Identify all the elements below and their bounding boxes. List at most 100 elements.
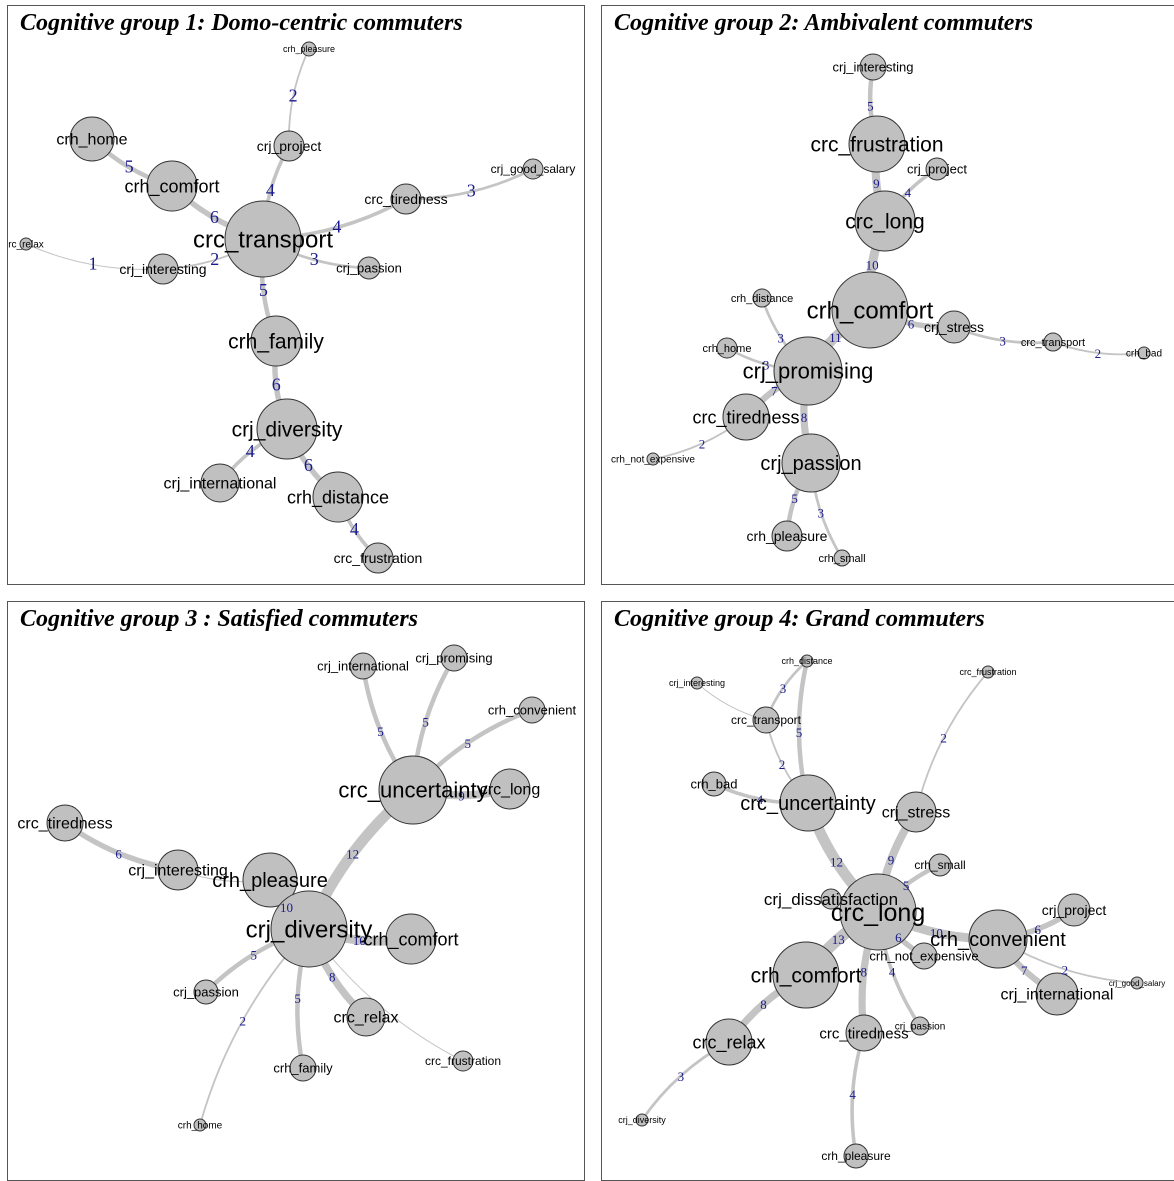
edge-weight-label: 5 xyxy=(259,280,268,300)
node-label-crj_stress: crj_stress xyxy=(924,319,984,335)
edge-weight-label: 10 xyxy=(353,933,366,948)
edge-weight-label: 3 xyxy=(678,1069,685,1084)
node-label-crh_pleasure: crh_pleasure xyxy=(283,44,335,54)
node-crj_interesting xyxy=(157,849,199,891)
node-label-crj_promising: crj_promising xyxy=(743,359,874,384)
node-crh_bad xyxy=(701,771,727,797)
edge-weight-label: 3 xyxy=(310,249,319,269)
node-label-crh_home: crh_home xyxy=(703,343,752,355)
edge-crc_frustration-crj_stress xyxy=(915,671,989,813)
node-label-crc_frustration: crc_frustration xyxy=(959,667,1016,677)
node-label-crh_pleasure: crh_pleasure xyxy=(212,870,328,892)
node-crc_tiredness xyxy=(390,183,422,215)
node-label-crj_international: crj_international xyxy=(317,659,409,674)
edge-weight-label: 6 xyxy=(210,207,219,227)
node-label-crc_tiredness: crc_tiredness xyxy=(819,1025,908,1042)
node-label-crh_not_expensive: crh_not_expensive xyxy=(611,455,695,466)
node-crc_transport xyxy=(224,200,302,278)
node-crj_dissatisfaction xyxy=(820,888,842,910)
node-crj_good_salary xyxy=(522,158,544,180)
node-crj_passion xyxy=(910,1016,930,1036)
node-crh_pleasure xyxy=(771,520,803,552)
node-crj_promising xyxy=(440,644,468,672)
edge-weight-label: 5 xyxy=(125,156,134,176)
node-crj_international xyxy=(349,652,377,680)
edge-weight-label: 4 xyxy=(350,519,359,539)
node-crj_diversity xyxy=(256,398,318,460)
node-crc_frustration xyxy=(848,115,906,173)
node-rc_relax xyxy=(19,237,33,251)
node-crh_convenient xyxy=(968,909,1028,969)
edge-weight-label: 1 xyxy=(89,254,98,274)
node-crh_bad xyxy=(1137,346,1151,360)
edge-weight-label: 3 xyxy=(763,357,770,372)
node-crh_distance xyxy=(312,471,364,523)
node-crj_stress xyxy=(937,310,971,344)
edge-weight-label: 2 xyxy=(289,85,298,105)
node-label-crh_convenient: crh_convenient xyxy=(488,703,577,718)
node-crj_passion xyxy=(193,979,219,1005)
edge-weight-label: 3 xyxy=(777,330,784,345)
edge-weight-label: 2 xyxy=(699,437,706,452)
node-label-crj_international: crj_international xyxy=(164,476,277,493)
node-label-crh_convenient: crh_convenient xyxy=(930,929,1066,951)
node-label-crh_distance: crh_distance xyxy=(731,293,793,305)
node-label-crj_diversity: crj_diversity xyxy=(618,1115,666,1125)
node-label-crj_passion: crj_passion xyxy=(760,453,861,475)
node-label-crh_comfort: crh_comfort xyxy=(807,297,934,324)
node-label-crj_interesting: crj_interesting xyxy=(128,863,228,880)
node-label-crh_pleasure: crh_pleasure xyxy=(747,528,828,544)
node-crc_tiredness xyxy=(722,393,770,441)
node-crh_family xyxy=(250,315,302,367)
node-label-crc_tiredness: crc_tiredness xyxy=(17,816,112,833)
edge-weight-label: 8 xyxy=(860,965,867,980)
node-label-crc_transport: crc_transport xyxy=(731,713,802,727)
panel-title: Cognitive group 4: Grand commuters xyxy=(614,606,985,632)
edge-weight-label: 6 xyxy=(272,375,281,395)
node-label-crj_diversity: crj_diversity xyxy=(246,916,373,943)
node-crh_convenient xyxy=(518,696,546,724)
edge-weight-label: 13 xyxy=(832,932,845,947)
node-crc_transport xyxy=(1043,332,1063,352)
edge-weight-label: 5 xyxy=(903,878,910,893)
panel-title: Cognitive group 3 : Satisfied commuters xyxy=(20,606,419,632)
node-label-crc_tiredness: crc_tiredness xyxy=(364,191,447,207)
weights-layer: 5 5 5 9 12 6 10 10 5 8 5 2 xyxy=(115,715,471,1029)
edge-weight-label: 10 xyxy=(866,258,879,273)
edge-weight-label: 9 xyxy=(458,788,465,803)
panel-title: Cognitive group 1: Domo-centric commuter… xyxy=(20,10,463,36)
edge-weight-label: 6 xyxy=(304,455,313,475)
node-label-crj_passion: crj_passion xyxy=(173,985,239,1000)
edge-rc_relax-crj_interesting xyxy=(25,243,164,270)
node-crh_comfort xyxy=(385,913,437,965)
labels-layer: crj_international crj_promising crh_conven… xyxy=(17,651,576,1132)
edge-weight-label: 5 xyxy=(464,736,471,751)
edge-weight-label: 11 xyxy=(829,330,842,345)
edge-weight-label: 4 xyxy=(905,185,912,200)
node-label-crh_home: crh_home xyxy=(56,132,127,149)
node-crh_small xyxy=(928,853,952,877)
node-label-crh_bad: crh_bad xyxy=(1126,349,1162,360)
edge-weight-label: 3 xyxy=(818,505,825,520)
edge-weight-label: 4 xyxy=(266,180,275,200)
node-crc_uncertainty xyxy=(378,755,448,825)
node-label-crc_relax: crc_relax xyxy=(334,1010,399,1027)
node-label-crc_uncertainty: crc_uncertainty xyxy=(740,793,876,815)
node-crj_passion xyxy=(781,433,841,493)
node-label-crc_frustration: crc_frustration xyxy=(334,550,423,566)
node-crj_international xyxy=(200,463,240,503)
node-crh_comfort xyxy=(831,271,909,349)
node-crj_interesting xyxy=(690,676,704,690)
node-label-crh_family: crh_family xyxy=(228,330,324,353)
edge-weight-label: 9 xyxy=(888,853,895,868)
node-label-crc_relax: crc_relax xyxy=(692,1032,765,1053)
edge-weight-label: 4 xyxy=(849,1087,856,1102)
network-graph: 5 5 5 9 12 6 10 10 5 8 5 2 crj_international crj_prom… xyxy=(17,644,576,1132)
node-label-crc_uncertainty: crc_uncertainty xyxy=(338,778,487,803)
edge-weight-label: 10 xyxy=(280,900,293,915)
edge-weight-label: 12 xyxy=(830,855,843,870)
edge-weight-label: 2 xyxy=(210,249,219,269)
edge-weight-label: 6 xyxy=(1034,922,1041,937)
